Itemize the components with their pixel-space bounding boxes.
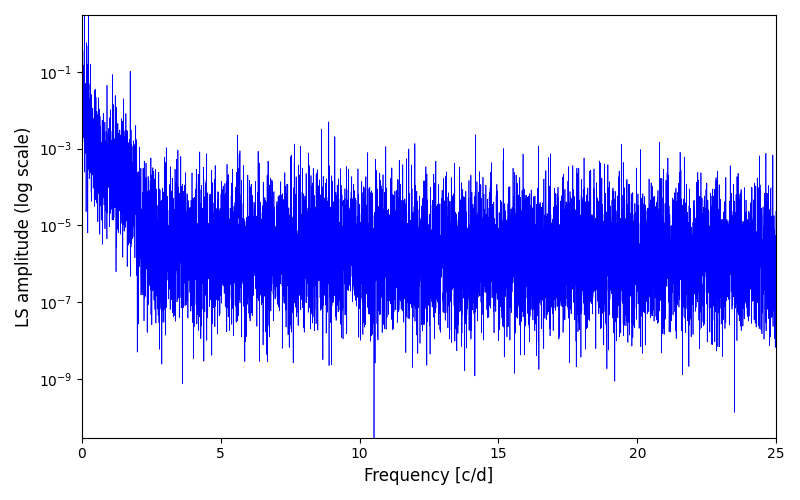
Y-axis label: LS amplitude (log scale): LS amplitude (log scale) bbox=[15, 126, 33, 326]
X-axis label: Frequency [c/d]: Frequency [c/d] bbox=[364, 467, 494, 485]
